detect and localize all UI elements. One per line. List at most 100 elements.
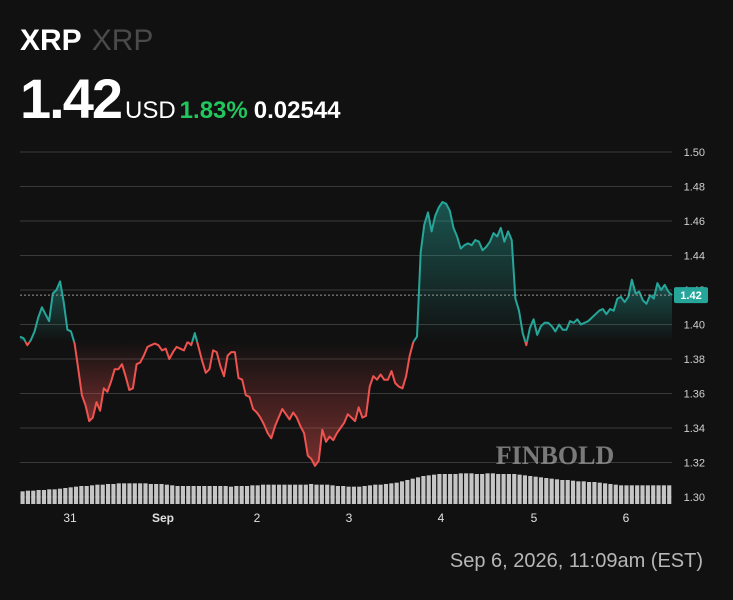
volume-bar: [506, 474, 511, 504]
y-tick-label: 1.44: [684, 251, 705, 263]
volume-bar: [533, 476, 538, 504]
volume-bar: [410, 478, 415, 504]
volume-bar: [341, 486, 346, 504]
currency-label: USD: [125, 97, 176, 124]
price-line-down: [186, 341, 194, 347]
volume-bar: [432, 474, 437, 504]
volume-bar: [314, 484, 319, 504]
x-tick-label: 31: [63, 511, 77, 525]
volume-bar: [282, 484, 287, 504]
volume-bar: [36, 490, 41, 504]
volume-bar: [100, 484, 105, 504]
volume-bar: [421, 476, 426, 504]
volume-bar: [132, 483, 137, 504]
volume-bar: [474, 474, 479, 504]
volume-bar: [357, 486, 362, 504]
volume-bar: [63, 488, 68, 504]
volume-bar: [20, 491, 25, 504]
volume-bar: [522, 475, 528, 504]
volume-bar: [378, 484, 383, 504]
volume-bar: [41, 490, 47, 504]
volume-bar: [207, 486, 212, 504]
volume-bar: [656, 485, 661, 504]
volume-bar: [250, 485, 255, 504]
volume-bar: [581, 481, 586, 504]
price-chart[interactable]: 1.30 1.32 1.34 1.36 1.38 1.40 1.42 1.44 1.46 1.48…: [0, 130, 733, 530]
volume-bar: [25, 490, 30, 504]
current-price: 1.42: [20, 67, 123, 130]
asset-header: XRP XRP: [20, 24, 153, 58]
volume-bar: [325, 484, 330, 504]
volume-bar: [560, 480, 565, 504]
y-tick-label: 1.46: [684, 216, 705, 228]
volume-bar: [79, 486, 84, 504]
current-price-tag: [674, 287, 708, 304]
volume-bar: [619, 485, 624, 504]
volume-bar: [287, 484, 292, 504]
volume-bar: [496, 474, 501, 504]
volume-bar: [266, 484, 271, 504]
volume-bar: [175, 486, 180, 504]
volume-bar: [517, 474, 522, 504]
volume-bar: [234, 486, 239, 504]
volume-bar: [170, 485, 175, 504]
volume-bar: [613, 484, 618, 504]
volume-bar: [186, 486, 191, 504]
volume-bar: [330, 485, 335, 504]
volume-bar: [143, 483, 148, 504]
volume-bar: [576, 481, 581, 504]
x-tick-label: 2: [254, 511, 261, 525]
volume-bar: [549, 478, 554, 504]
volume-bar: [528, 476, 533, 504]
area-below-baseline: [197, 341, 414, 466]
volume-bar: [57, 488, 63, 504]
volume-bar: [485, 473, 490, 504]
y-tick-label: 1.50: [684, 147, 705, 159]
volume-bar: [389, 483, 394, 504]
x-tick-label: 4: [438, 511, 445, 525]
area-below-baseline: [74, 341, 188, 422]
volume-bar: [645, 485, 650, 504]
volume-bar: [298, 484, 303, 504]
volume-bar: [223, 486, 228, 504]
volume-bar: [218, 486, 223, 504]
volume-bar: [164, 484, 169, 504]
volume-bar: [501, 474, 506, 504]
volume-bar: [159, 484, 164, 504]
volume-bar: [84, 486, 89, 504]
y-tick-label: 1.36: [684, 389, 705, 401]
volume-bar: [629, 485, 634, 504]
volume-bar: [202, 486, 207, 504]
volume-bar: [399, 481, 405, 504]
volume-bar: [335, 486, 340, 504]
volume-bar: [651, 485, 656, 504]
volume-bar: [277, 484, 282, 504]
volume-bar: [106, 484, 111, 504]
price-line-up: [28, 280, 76, 343]
volume-bar: [212, 486, 218, 504]
volume-bar: [244, 486, 250, 504]
volume-bar: [116, 483, 121, 504]
change-percent: 1.83%: [179, 97, 248, 124]
volume-bar: [73, 486, 79, 504]
volume-bar: [608, 484, 613, 504]
volume-bar: [271, 484, 276, 504]
asset-symbol: XRP: [20, 24, 82, 57]
volume-bar: [95, 484, 100, 504]
timestamp: Sep 6, 2026, 11:09am (EST): [449, 550, 703, 572]
volume-bar: [180, 486, 185, 504]
price-row: 1.42 USD 1.83% 0.02544: [20, 66, 341, 131]
volume-bar: [68, 487, 73, 504]
volume-bar: [351, 486, 356, 504]
volume-bar: [453, 474, 458, 504]
volume-bar: [303, 484, 308, 504]
price-line-down: [196, 341, 415, 467]
volume-bar: [319, 484, 324, 504]
price-line-up: [526, 278, 673, 343]
volume-bar: [228, 486, 234, 504]
watermark: FINBOLD: [496, 441, 614, 470]
y-tick-label: 1.40: [684, 320, 705, 332]
volume-bar: [415, 477, 421, 504]
volume-bar: [544, 478, 549, 504]
volume-bar: [394, 482, 399, 504]
